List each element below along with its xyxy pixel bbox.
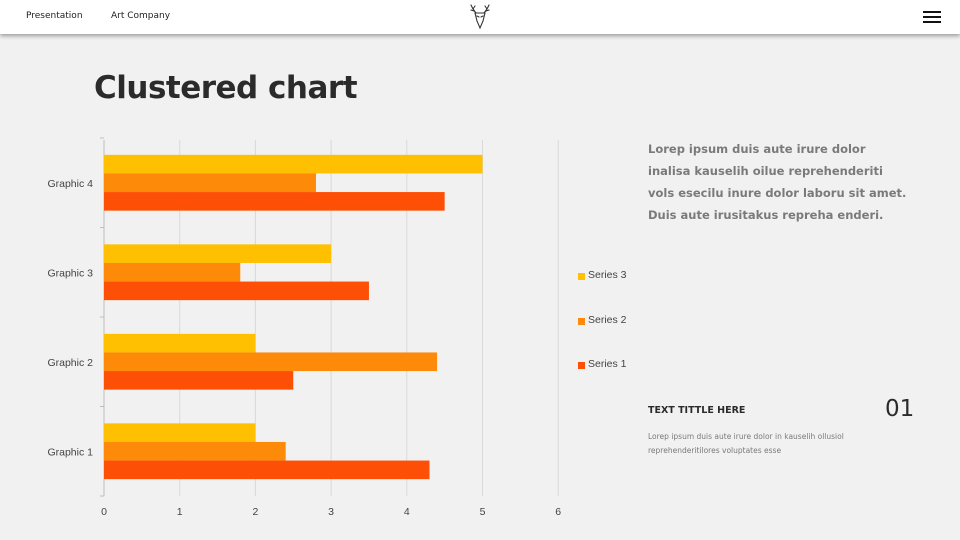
- deer-head-icon: [470, 4, 490, 30]
- text-block-title: TEXT TITTLE HERE: [648, 405, 746, 416]
- legend-label: Series 1: [588, 358, 627, 370]
- bar-series-1: [104, 460, 430, 480]
- legend-label: Series 2: [588, 313, 627, 326]
- x-tick-label: 6: [555, 506, 561, 518]
- bar-series-2: [104, 262, 241, 282]
- nav-presentation[interactable]: Presentation: [26, 11, 83, 21]
- bar-series-3: [104, 154, 483, 174]
- bar-series-3: [104, 244, 332, 263]
- text-block-number: 01: [885, 396, 915, 422]
- nav-art-company[interactable]: Art Company: [111, 11, 171, 21]
- bar-series-3: [104, 333, 256, 353]
- page-title: Clustered chart: [94, 70, 358, 106]
- legend-swatch: [578, 317, 585, 325]
- x-tick-label: 3: [328, 506, 334, 518]
- x-tick-label: 4: [404, 506, 410, 518]
- bar-series-2: [104, 352, 438, 372]
- category-label: Graphic 2: [47, 357, 93, 369]
- category-label: Graphic 3: [47, 267, 93, 279]
- x-tick-label: 5: [480, 506, 486, 518]
- top-bar: Presentation Art Company: [0, 0, 960, 34]
- bar-series-1: [104, 281, 369, 301]
- description-text: Lorep ipsum duis aute irure dolor inalis…: [648, 142, 907, 222]
- bar-series-1: [104, 371, 294, 390]
- text-block-body: Lorep ipsum duis aute irure dolor in kau…: [648, 432, 844, 455]
- bar-series-1: [104, 192, 445, 211]
- hamburger-menu-icon[interactable]: [923, 11, 941, 23]
- bar-series-3: [104, 423, 256, 442]
- category-label: Graphic 1: [47, 446, 93, 458]
- x-tick-label: 0: [101, 506, 107, 518]
- category-label: Graphic 4: [47, 178, 93, 190]
- bar-series-2: [104, 441, 286, 461]
- legend-label: Series 3: [588, 269, 627, 281]
- legend-swatch: [578, 362, 585, 369]
- x-tick-label: 2: [252, 506, 258, 518]
- x-tick-label: 1: [177, 506, 183, 518]
- bar-series-2: [104, 173, 316, 193]
- legend-swatch: [578, 273, 585, 280]
